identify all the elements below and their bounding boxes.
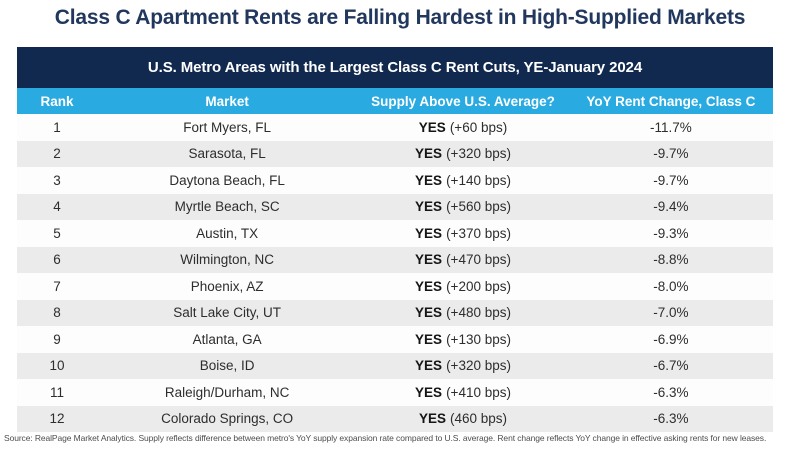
rent-change-cell: -9.7% [653, 146, 689, 162]
supply-yes-label: YES [415, 199, 443, 215]
supply-yes-label: YES [415, 252, 443, 268]
rank-cell: 3 [53, 172, 61, 188]
supply-cell: YES (+410 bps) [357, 385, 569, 400]
page-title: Class C Apartment Rents are Falling Hard… [54, 6, 746, 29]
supply-bps-detail: (+130 bps) [446, 331, 511, 347]
table-row: 2 Sarasota, FL YES (+320 bps) -9.7% [17, 140, 773, 167]
rank-cell: 9 [53, 331, 61, 347]
supply-yes-label: YES [415, 384, 443, 400]
supply-cell: YES (+320 bps) [357, 358, 569, 373]
supply-yes-label: YES [415, 358, 443, 374]
supply-cell: YES (+470 bps) [357, 252, 569, 267]
rank-cell: 7 [53, 278, 61, 294]
supply-yes-label: YES [418, 411, 446, 427]
rent-change-cell: -9.7% [653, 172, 689, 188]
rent-change-cell: -8.0% [653, 278, 689, 294]
market-cell: Sarasota, FL [188, 146, 266, 162]
table-row: 8 Salt Lake City, UT YES (+480 bps) -7.0% [17, 299, 773, 326]
supply-bps-detail: (+370 bps) [446, 225, 511, 241]
supply-yes-label: YES [415, 225, 443, 241]
table-row: 5 Austin, TX YES (+370 bps) -9.3% [17, 220, 773, 247]
rank-cell: 6 [53, 252, 61, 268]
table-row: 4 Myrtle Beach, SC YES (+560 bps) -9.4% [17, 193, 773, 220]
rent-change-cell: -6.3% [653, 411, 689, 427]
supply-cell: YES (+140 bps) [357, 173, 569, 188]
table-row: 3 Daytona Beach, FL YES (+140 bps) -9.7% [17, 167, 773, 194]
rank-cell: 1 [53, 119, 61, 135]
market-cell: Boise, ID [199, 358, 255, 374]
source-note: Source: RealPage Market Analytics. Suppl… [4, 433, 767, 443]
column-header-rent-change: YoY Rent Change, Class C [586, 93, 756, 109]
market-cell: Phoenix, AZ [190, 278, 264, 294]
rent-change-cell: -11.7% [650, 119, 692, 135]
column-header-supply: Supply Above U.S. Average? [371, 93, 555, 109]
supply-cell: YES (460 bps) [357, 411, 569, 426]
supply-bps-detail: (+410 bps) [446, 384, 511, 400]
supply-yes-label: YES [415, 305, 443, 321]
supply-yes-label: YES [415, 331, 443, 347]
supply-bps-detail: (+470 bps) [446, 252, 511, 268]
table-row: 7 Phoenix, AZ YES (+200 bps) -8.0% [17, 273, 773, 300]
rent-change-cell: -9.4% [653, 199, 689, 215]
table-header-row: Rank Market Supply Above U.S. Average? Y… [17, 88, 773, 114]
supply-bps-detail: (+320 bps) [446, 358, 511, 374]
market-cell: Daytona Beach, FL [169, 172, 285, 188]
rent-change-cell: -7.0% [653, 305, 689, 321]
supply-yes-label: YES [415, 278, 443, 294]
market-cell: Austin, TX [196, 225, 259, 241]
supply-cell: YES (+130 bps) [357, 332, 569, 347]
rent-change-cell: -6.7% [653, 358, 689, 374]
supply-yes-label: YES [418, 119, 446, 135]
rank-cell: 12 [49, 411, 65, 427]
market-cell: Salt Lake City, UT [173, 305, 282, 321]
supply-cell: YES (+370 bps) [357, 226, 569, 241]
rent-change-cell: -9.3% [653, 225, 689, 241]
column-header-market: Market [205, 93, 249, 109]
market-cell: Colorado Springs, CO [161, 411, 294, 427]
market-cell: Atlanta, GA [192, 331, 262, 347]
supply-bps-detail: (+140 bps) [446, 172, 511, 188]
supply-cell: YES (+480 bps) [357, 305, 569, 320]
rent-change-cell: -8.8% [653, 252, 689, 268]
supply-bps-detail: (+480 bps) [446, 305, 511, 321]
table-body: 1 Fort Myers, FL YES (+60 bps) -11.7% 2 S… [17, 114, 773, 432]
table-row: 12 Colorado Springs, CO YES (460 bps) -6.… [17, 405, 773, 432]
supply-yes-label: YES [415, 172, 443, 188]
supply-yes-label: YES [415, 146, 443, 162]
market-cell: Wilmington, NC [180, 252, 275, 268]
rent-change-cell: -6.3% [653, 384, 689, 400]
table-row: 11 Raleigh/Durham, NC YES (+410 bps) -6.3… [17, 379, 773, 406]
supply-bps-detail: (+560 bps) [446, 199, 511, 215]
supply-bps-detail: (+200 bps) [446, 278, 511, 294]
rank-cell: 10 [49, 358, 65, 374]
supply-cell: YES (+60 bps) [357, 120, 569, 135]
supply-cell: YES (+200 bps) [357, 279, 569, 294]
market-cell: Myrtle Beach, SC [174, 199, 280, 215]
table-row: 6 Wilmington, NC YES (+470 bps) -8.8% [17, 246, 773, 273]
rank-cell: 11 [50, 384, 65, 400]
table-title-bar: U.S. Metro Areas with the Largest Class … [17, 47, 773, 88]
rank-cell: 8 [53, 305, 61, 321]
column-header-rank: Rank [40, 93, 74, 109]
supply-bps-detail: (460 bps) [450, 411, 508, 427]
table-row: 10 Boise, ID YES (+320 bps) -6.7% [17, 352, 773, 379]
table-row: 9 Atlanta, GA YES (+130 bps) -6.9% [17, 326, 773, 353]
rent-change-cell: -6.9% [653, 331, 689, 347]
rent-cuts-table: U.S. Metro Areas with the Largest Class … [17, 47, 773, 432]
supply-cell: YES (+320 bps) [357, 146, 569, 161]
supply-bps-detail: (+320 bps) [446, 146, 511, 162]
supply-cell: YES (+560 bps) [357, 199, 569, 214]
rank-cell: 2 [53, 146, 61, 162]
market-cell: Fort Myers, FL [183, 119, 272, 135]
table-row: 1 Fort Myers, FL YES (+60 bps) -11.7% [17, 114, 773, 141]
rank-cell: 4 [53, 199, 61, 215]
supply-bps-detail: (+60 bps) [449, 119, 508, 135]
market-cell: Raleigh/Durham, NC [164, 384, 290, 400]
rank-cell: 5 [53, 225, 61, 241]
